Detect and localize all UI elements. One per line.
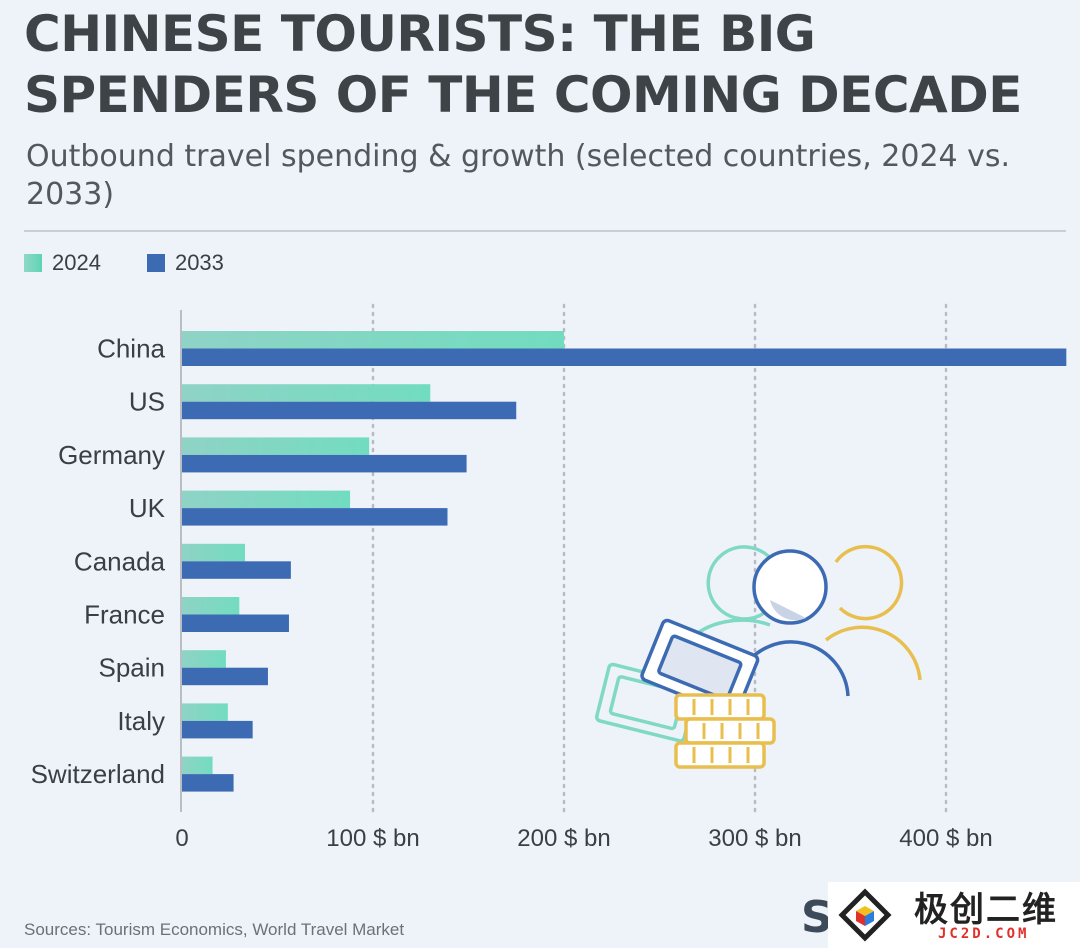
- bar-2033: [182, 561, 291, 579]
- bar-2024: [182, 490, 351, 509]
- bar-2033: [182, 454, 467, 473]
- bars: [182, 331, 1067, 792]
- legend-label-2033: 2033: [174, 250, 224, 275]
- watermark-text-en: JC2D.COM: [938, 926, 1030, 942]
- bar-2033: [182, 720, 253, 739]
- category-labels: China US Germany UK Canada France Spain Italy Sw…: [31, 334, 166, 790]
- legend-swatch-2033: [146, 254, 165, 272]
- legend: 2024 2033: [24, 248, 270, 278]
- bar-2033: [182, 667, 268, 686]
- category-label: Germany: [58, 440, 165, 470]
- brand-logo: S: [801, 892, 833, 943]
- chart-title: CHINESE TOURISTS: THE BIG SPENDERS OF TH…: [24, 5, 1022, 124]
- bar-2033: [182, 774, 234, 792]
- category-label: Switzerland: [31, 759, 165, 789]
- x-tick-label: 200 $ bn: [517, 825, 610, 852]
- watermark: 极创二维 JC2D.COM: [828, 882, 1080, 948]
- bar-2033: [182, 348, 1067, 366]
- bar-2024: [182, 756, 213, 775]
- cube-logo-icon: [838, 888, 892, 942]
- category-label: Spain: [99, 653, 166, 683]
- bar-chart: China US Germany UK Canada France Spain Italy Sw…: [31, 303, 1067, 852]
- x-tick-label: 0: [175, 825, 188, 852]
- category-label: China: [97, 334, 165, 364]
- source-note: Sources: Tourism Economics, World Travel…: [24, 920, 405, 939]
- bar-2024: [182, 650, 226, 668]
- people-with-money-icon: [594, 544, 922, 769]
- category-label: France: [84, 600, 165, 630]
- x-tick-label: 300 $ bn: [708, 825, 801, 852]
- category-label: Italy: [117, 706, 165, 736]
- legend-label-2024: 2024: [52, 250, 101, 275]
- category-label: Canada: [74, 546, 166, 576]
- bar-2024: [182, 597, 240, 615]
- bar-2033: [182, 614, 289, 632]
- legend-item-2033: 2033: [146, 250, 224, 276]
- x-tick-labels: 0 100 $ bn 200 $ bn 300 $ bn 400 $ bn: [175, 825, 992, 852]
- legend-item-2024: 2024: [24, 250, 101, 276]
- bar-2033: [182, 508, 448, 526]
- divider: [24, 230, 1066, 232]
- category-label: US: [129, 387, 165, 417]
- bar-2024: [182, 703, 228, 721]
- x-tick-label: 400 $ bn: [899, 825, 992, 852]
- bar-2033: [182, 401, 517, 420]
- bar-2024: [182, 437, 370, 455]
- watermark-text-cn: 极创二维: [914, 890, 1058, 930]
- legend-swatch-2024: [24, 254, 42, 272]
- bar-2024: [182, 543, 246, 562]
- chart-subtitle: Outbound travel spending & growth (selec…: [26, 139, 1011, 212]
- bar-2024: [182, 384, 431, 402]
- x-tick-label: 100 $ bn: [326, 825, 419, 852]
- category-label: UK: [129, 493, 166, 523]
- bar-2024: [182, 331, 564, 349]
